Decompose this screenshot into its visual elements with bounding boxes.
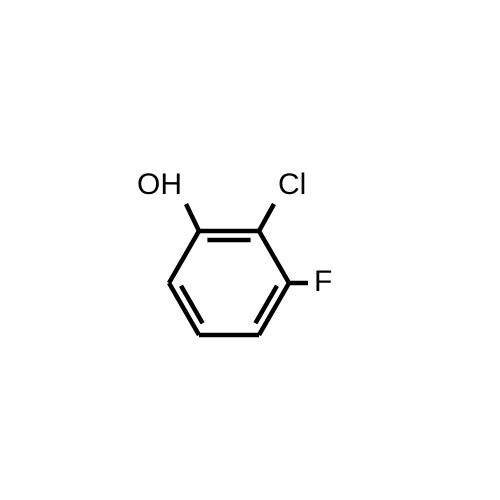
ring-bond [259,231,289,283]
atom-label-f: F [314,265,332,298]
molecule-canvas: OH Cl F [0,0,500,500]
ring-bond [169,231,199,283]
ring-double-bond [181,286,203,323]
ring-double-bond [255,286,277,323]
atom-label-oh: OH [137,168,182,201]
substituent-bond [259,204,274,231]
atom-label-cl: Cl [278,168,306,201]
substituent-bond [186,204,199,231]
